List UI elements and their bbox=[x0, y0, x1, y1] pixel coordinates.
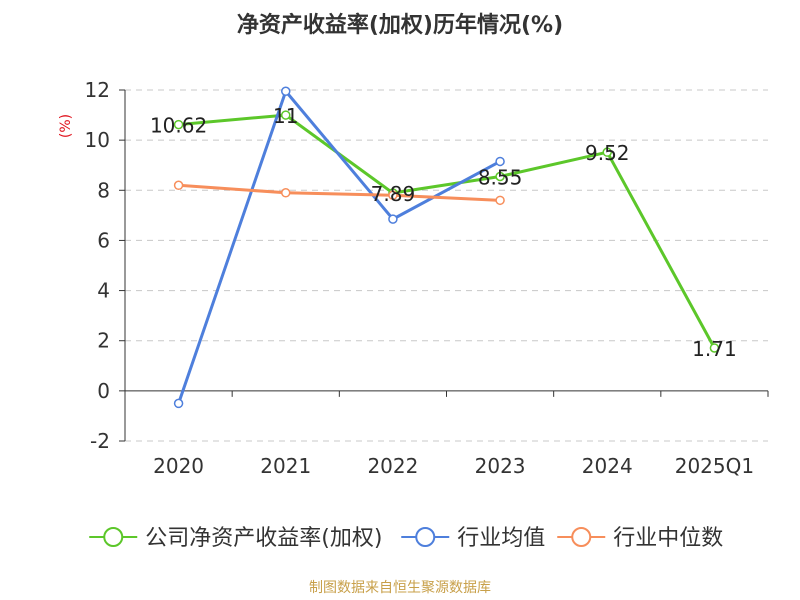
legend-marker bbox=[571, 527, 592, 547]
y-tick-label: -2 bbox=[90, 429, 110, 453]
legend-label: 行业中位数 bbox=[613, 526, 723, 551]
x-tick-label: 2021 bbox=[260, 454, 311, 478]
data-point bbox=[388, 214, 398, 224]
y-tick-label: 4 bbox=[97, 279, 110, 303]
data-point bbox=[495, 156, 505, 167]
data-label: 7.89 bbox=[371, 182, 416, 206]
series-line-0 bbox=[178, 113, 716, 349]
data-point bbox=[388, 190, 398, 201]
source-footer: 制图数据来自恒生聚源数据库 bbox=[309, 580, 491, 596]
y-axis-label: (%) bbox=[58, 114, 74, 138]
legend-item-0: 公司净资产收益率(加权) bbox=[89, 526, 382, 551]
legend-marker bbox=[415, 527, 436, 547]
y-tick-label: 0 bbox=[97, 379, 110, 403]
x-tick-label: 2022 bbox=[367, 454, 418, 478]
legend-label: 行业均值 bbox=[457, 526, 545, 551]
legend-item-2: 行业中位数 bbox=[557, 526, 723, 551]
y-tick-label: 8 bbox=[97, 178, 110, 202]
series-line-2 bbox=[178, 183, 501, 202]
data-label: 8.55 bbox=[478, 165, 523, 189]
y-tick-label: 6 bbox=[97, 228, 110, 252]
x-tick-label: 2023 bbox=[475, 454, 526, 478]
y-tick-label: 12 bbox=[85, 78, 110, 102]
legend-label: 公司净资产收益率(加权) bbox=[145, 526, 382, 551]
data-label: 11 bbox=[273, 104, 298, 128]
series-line-1 bbox=[177, 89, 501, 404]
data-point bbox=[495, 171, 505, 182]
data-label: 1.71 bbox=[692, 337, 737, 361]
data-point bbox=[709, 343, 720, 353]
data-point bbox=[173, 119, 184, 130]
data-point bbox=[602, 147, 612, 157]
legend-item-1: 行业均值 bbox=[401, 526, 545, 551]
legend-marker bbox=[103, 527, 124, 547]
x-tick-label: 2024 bbox=[582, 454, 633, 478]
data-point bbox=[173, 180, 184, 191]
data-point bbox=[495, 195, 505, 206]
data-label: 9.52 bbox=[585, 141, 630, 165]
y-tick-label: 10 bbox=[85, 128, 110, 152]
data-point bbox=[173, 398, 184, 409]
y-tick-label: 2 bbox=[97, 329, 110, 353]
data-point bbox=[281, 86, 291, 97]
x-tick-label: 2020 bbox=[153, 454, 204, 478]
data-point bbox=[281, 110, 291, 120]
x-tick-label: 2025Q1 bbox=[675, 454, 754, 478]
data-point bbox=[281, 188, 291, 198]
data-label: 10.62 bbox=[150, 114, 207, 138]
chart-title: 净资产收益率(加权)历年情况(%) bbox=[237, 12, 563, 38]
